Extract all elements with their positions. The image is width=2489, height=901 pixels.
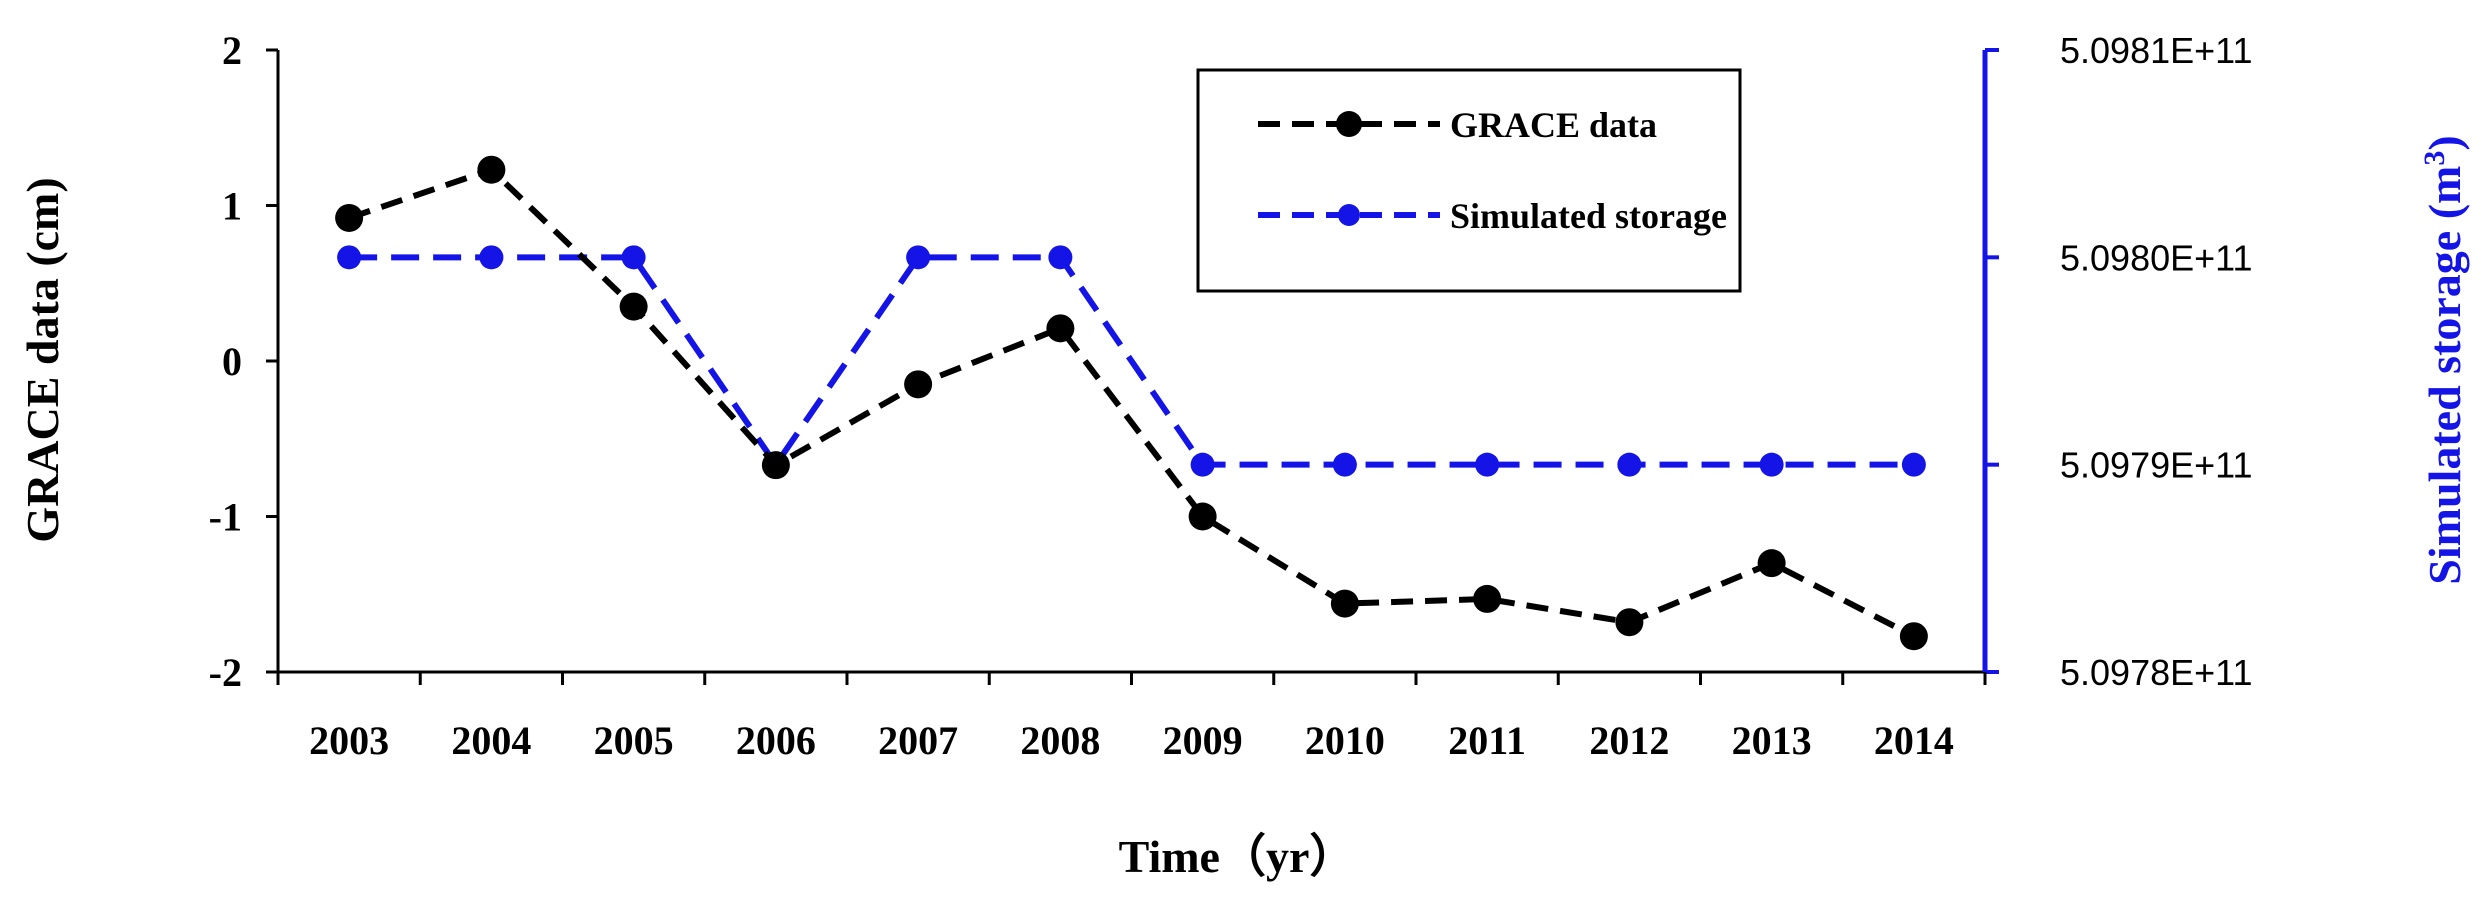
data-point-simulated [1901,452,1926,477]
data-point-grace [335,203,364,232]
right-axis-ticks: 5.0981E+11 5.0980E+11 5.0979E+11 5.0978E+11 [1985,30,2253,693]
data-point-simulated [1190,452,1215,477]
data-point-grace [1473,584,1502,613]
data-point-grace [1757,549,1786,578]
y-axis-title-left: GRACE data (cm) [17,177,68,542]
y-axis-title-right: Simulated storage (m3) [2418,135,2470,584]
left-tick-label: 1 [222,184,242,229]
data-point-grace [1330,589,1359,618]
x-axis-title: Time（yr） [1119,831,1356,882]
data-point-simulated [337,245,362,270]
y-axis-title-right-close: ) [2419,135,2470,150]
data-point-simulated [1759,452,1784,477]
right-tick-label: 5.0978E+11 [2060,652,2253,693]
right-tick-label: 5.0979E+11 [2060,445,2253,486]
x-tick-label: 2006 [736,718,816,763]
legend-box [1196,68,1742,293]
legend-marker-simulated [1338,204,1360,226]
data-point-grace [1046,314,1075,343]
x-tick-label: 2003 [309,718,389,763]
x-tick-label: 2014 [1874,718,1954,763]
legend-label-simulated: Simulated storage [1450,196,1727,236]
right-tick-label: 5.0980E+11 [2060,237,2253,278]
x-tick-label: 2012 [1589,718,1669,763]
left-tick-label: -1 [209,495,242,540]
y-axis-title-right-main: Simulated storage (m [2419,166,2470,585]
data-point-grace [1899,622,1928,651]
x-tick-label: 2007 [878,718,958,763]
series-line-grace [348,166,1916,639]
data-point-simulated [621,245,646,270]
legend-label-grace: GRACE data [1450,105,1657,145]
left-tick-label: 2 [222,28,242,73]
legend: GRACE data Simulated storage [1196,68,1742,293]
data-point-grace [1615,608,1644,637]
data-point-simulated [479,245,504,270]
right-tick-label: 5.0981E+11 [2060,30,2253,71]
data-point-simulated [1475,452,1500,477]
data-point-grace [1188,502,1217,531]
data-point-grace [619,292,648,321]
left-tick-label: -2 [209,650,242,695]
x-tick-label: 2005 [594,718,674,763]
data-point-simulated [1332,452,1357,477]
data-point-grace [904,370,933,399]
data-point-simulated [906,245,931,270]
series-line-simulated [349,254,1914,468]
x-tick-label: 2011 [1448,718,1526,763]
y-axis-title-right-sup: 3 [2418,151,2451,166]
x-tick-label: 2010 [1305,718,1385,763]
data-point-simulated [1048,245,1073,270]
x-tick-label: 2008 [1020,718,1100,763]
data-point-grace [477,155,506,184]
series-layer [335,155,1928,651]
x-tick-label: 2004 [451,718,531,763]
legend-marker-grace [1336,111,1362,137]
left-axis-ticks: 2 1 0 -1 -2 [209,28,278,695]
x-tick-label: 2013 [1732,718,1812,763]
data-point-simulated [1617,452,1642,477]
data-point-grace [761,451,790,480]
x-axis-ticks: 2003 2004 2005 2006 2007 2008 2009 2010 2011 2012… [276,672,1987,763]
left-tick-label: 0 [222,339,242,384]
x-tick-label: 2009 [1163,718,1243,763]
